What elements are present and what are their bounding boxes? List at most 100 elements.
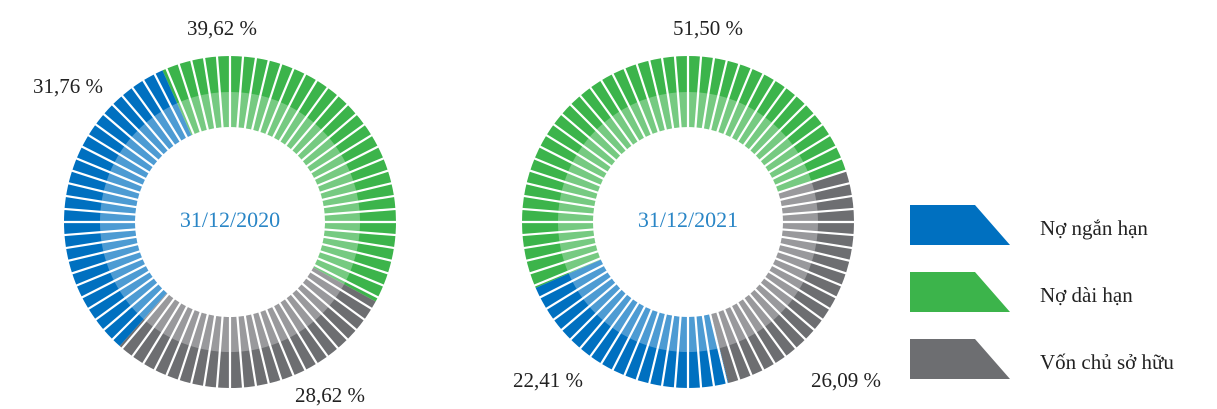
- segment-gap: [694, 54, 703, 130]
- segment-gap: [610, 71, 647, 140]
- segment-gap: [152, 304, 189, 373]
- segment-gap: [304, 275, 367, 322]
- segment-gap: [277, 78, 319, 144]
- segment-gap: [318, 249, 391, 275]
- segment-gap: [660, 55, 675, 131]
- segment-gap: [312, 263, 381, 300]
- segment-gap: [770, 144, 839, 181]
- segment-gap: [79, 263, 148, 300]
- segment-gap: [62, 228, 138, 237]
- segment-gap: [86, 269, 152, 311]
- segment-gap: [544, 269, 610, 311]
- segment-gap: [101, 281, 160, 332]
- value-label: 51,50 %: [673, 16, 743, 40]
- segment-gap: [715, 310, 741, 383]
- segment-gap: [735, 300, 777, 366]
- segment-gap: [578, 292, 629, 351]
- center-label: 31/12/2020: [180, 207, 280, 232]
- segment-gap: [747, 292, 798, 351]
- center-label: 31/12/2021: [638, 207, 738, 232]
- segment-gap: [271, 71, 308, 140]
- segment-gap: [215, 314, 224, 390]
- segment-gap: [521, 194, 597, 209]
- segment-gap: [283, 85, 330, 148]
- segment-gap: [189, 312, 210, 386]
- segment-gap: [141, 78, 183, 144]
- legend-swatch: [910, 272, 1010, 312]
- segment-gap: [588, 296, 635, 359]
- segment-gap: [660, 313, 675, 389]
- legend-swatch: [910, 205, 1010, 245]
- segment-gap: [277, 300, 319, 366]
- segment-gap: [66, 242, 140, 263]
- segment-gap: [524, 242, 598, 263]
- segment-gap: [622, 66, 654, 137]
- segment-gap: [304, 122, 367, 169]
- segment-gap: [776, 249, 849, 275]
- segment-gap: [257, 310, 283, 383]
- segment-gap: [578, 93, 629, 152]
- segment-gap: [152, 71, 189, 140]
- segment-gap: [312, 144, 381, 181]
- value-label: 31,76 %: [33, 74, 103, 98]
- segment-gap: [202, 313, 217, 389]
- segment-gap: [93, 275, 156, 322]
- segment-gap: [250, 58, 271, 132]
- segment-gap: [635, 310, 661, 383]
- value-label: 26,09 %: [811, 368, 881, 392]
- segment-gap: [300, 281, 359, 332]
- segment-gap: [527, 249, 600, 275]
- legend-label: Vốn chủ sở hữu: [1040, 350, 1174, 374]
- segment-gap: [177, 61, 203, 134]
- segment-gap: [74, 256, 145, 288]
- segment-gap: [779, 194, 855, 209]
- segment-gap: [752, 102, 808, 158]
- donut: [520, 54, 856, 390]
- segment-gap: [110, 102, 166, 158]
- segment-gap: [322, 207, 398, 216]
- segment-gap: [63, 194, 139, 209]
- segment-gap: [177, 310, 203, 383]
- segment-gap: [762, 275, 825, 322]
- segment-gap: [141, 300, 183, 366]
- segment-gap: [762, 122, 825, 169]
- segment-gap: [130, 85, 177, 148]
- segment-gap: [773, 156, 844, 188]
- segment-gap: [588, 85, 635, 148]
- value-label: 22,41 %: [513, 368, 583, 392]
- segment-gap: [120, 292, 171, 351]
- segment-gap: [308, 269, 374, 311]
- legend-label: Nợ ngắn hạn: [1040, 216, 1148, 240]
- segment-gap: [243, 55, 258, 131]
- segment-gap: [722, 66, 754, 137]
- segment-gap: [559, 112, 618, 163]
- segment-gap: [101, 112, 160, 163]
- segment-gap: [729, 71, 766, 140]
- legend-label: Nợ dài hạn: [1040, 283, 1133, 307]
- segment-gap: [315, 256, 386, 288]
- segment-gap: [635, 61, 661, 134]
- segment-gap: [294, 286, 350, 342]
- segment-gap: [322, 228, 398, 237]
- segment-gap: [776, 169, 849, 195]
- segment-gap: [294, 102, 350, 158]
- segment-gap: [758, 281, 817, 332]
- segment-gap: [673, 314, 682, 390]
- segment-gap: [321, 235, 397, 250]
- segment-gap: [544, 133, 610, 175]
- segment-gap: [722, 307, 754, 378]
- segment-gap: [243, 313, 258, 389]
- segment-gap: [568, 102, 624, 158]
- segment-gap: [318, 169, 391, 195]
- segment-gap: [521, 235, 597, 250]
- value-label: 39,62 %: [187, 16, 257, 40]
- segment-gap: [780, 207, 856, 216]
- segment-gap: [215, 54, 224, 130]
- segment-gap: [551, 122, 614, 169]
- segment-gap: [599, 300, 641, 366]
- segment-gap: [250, 312, 271, 386]
- segment-gap: [694, 314, 703, 390]
- segment-gap: [524, 181, 598, 202]
- segment-gap: [289, 292, 340, 351]
- segment-gap: [537, 144, 606, 181]
